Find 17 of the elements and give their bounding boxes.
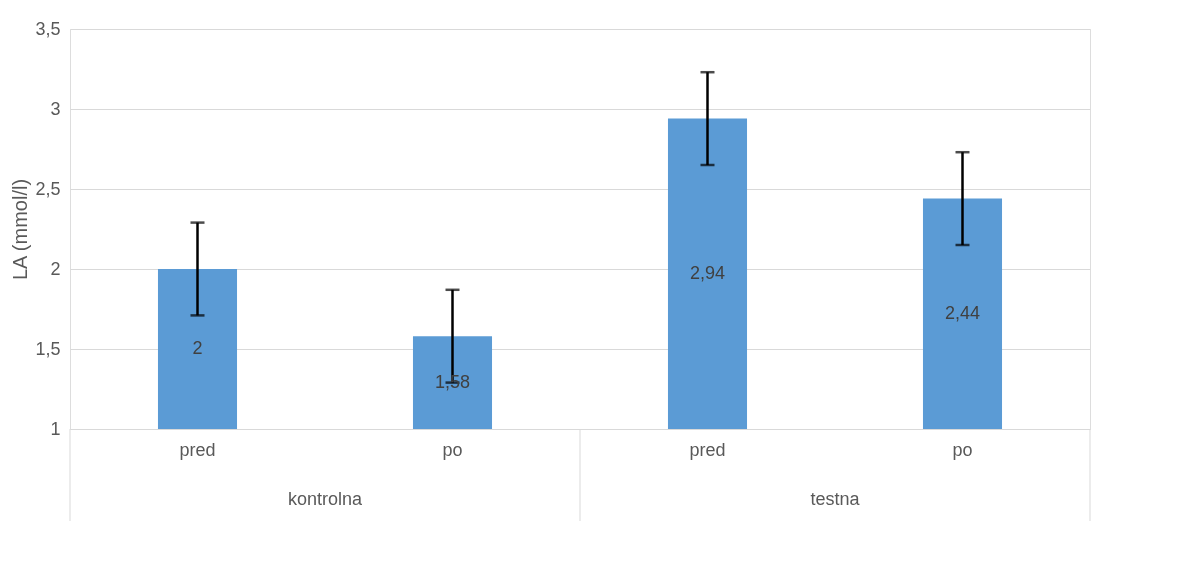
y-tick-label: 2,5	[35, 178, 61, 199]
text: kontrolna	[287, 489, 364, 509]
y-tick-label: 3,5	[35, 18, 61, 39]
data-label: 1,58	[434, 371, 471, 392]
y-tick-label: 1,5	[35, 338, 61, 359]
y-tick-label: 1	[50, 418, 61, 439]
data-label: 2,44	[944, 302, 981, 323]
x-tick-label: po	[442, 439, 463, 460]
y-tick-label: 2	[50, 258, 61, 279]
x-tick-label: pred	[179, 439, 216, 460]
y-tick-label: 3	[50, 98, 61, 119]
data-label: 2	[192, 338, 203, 358]
x-tick-label: po	[952, 439, 973, 460]
data-label: 2,94	[689, 262, 726, 283]
y-axis-title: LA (mmol/l)	[9, 178, 32, 281]
text: testna	[810, 489, 861, 509]
x-tick-label: pred	[689, 439, 726, 460]
